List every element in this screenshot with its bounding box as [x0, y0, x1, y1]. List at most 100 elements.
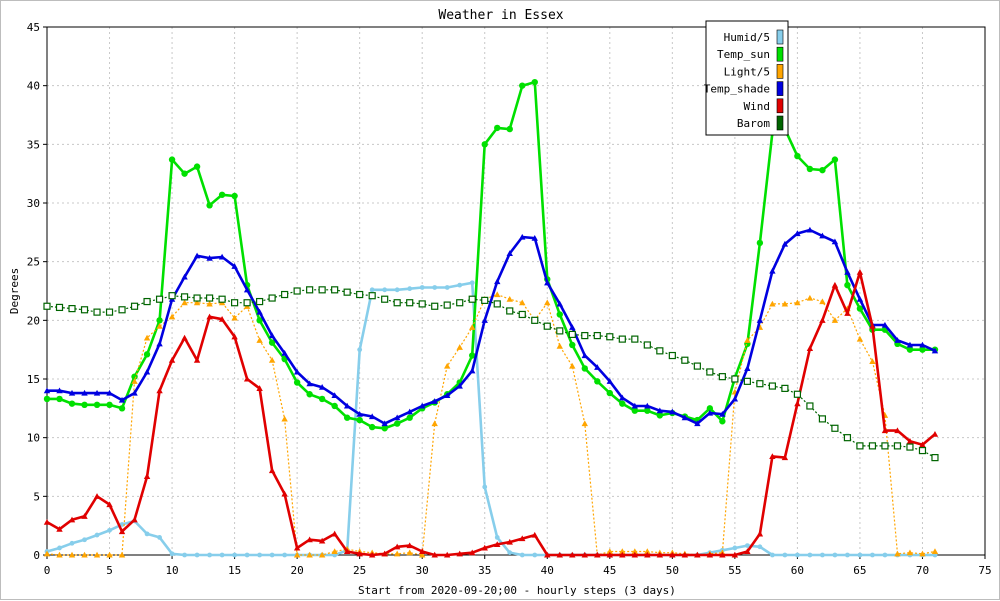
- data-point-temp-shade: [656, 407, 664, 414]
- data-point-wind: [794, 400, 801, 407]
- data-point-wind: [343, 548, 351, 555]
- data-point-barom: [468, 295, 476, 303]
- data-point-humid-5: [69, 540, 75, 546]
- y-tick-label: 45: [27, 21, 40, 34]
- data-point-wind: [381, 550, 388, 557]
- series-humid-5: [44, 280, 938, 558]
- data-point-barom: [631, 335, 639, 343]
- data-point-barom: [706, 368, 714, 376]
- data-point-temp-shade: [806, 226, 814, 233]
- data-point-temp-sun: [469, 352, 476, 359]
- data-point-humid-5: [882, 552, 888, 558]
- data-point-barom: [568, 330, 576, 339]
- data-point-temp-shade: [744, 365, 751, 371]
- data-point-temp-sun: [581, 365, 588, 372]
- data-point-temp-sun: [856, 305, 864, 312]
- data-point-temp-sun: [43, 395, 51, 403]
- data-point-temp-sun: [331, 402, 338, 410]
- data-point-light-5: [544, 299, 551, 306]
- data-point-wind: [494, 541, 501, 547]
- data-point-temp-shade: [856, 296, 864, 302]
- data-point-temp-shade: [481, 317, 488, 323]
- data-point-humid-5: [744, 543, 750, 549]
- legend-box: [705, 20, 789, 136]
- data-point-temp-sun: [381, 425, 388, 432]
- y-tick-label: 10: [27, 432, 40, 445]
- data-point-wind: [681, 551, 689, 558]
- data-point-wind: [844, 310, 851, 316]
- legend: Humid/5 Temp_sun Light/5 Temp_shade Wind Baro…: [704, 20, 789, 136]
- x-axis-label: Start from 2020-09-20;00 - hourly steps …: [358, 584, 676, 597]
- x-tick-label: 10: [165, 564, 178, 577]
- data-point-humid-5: [507, 550, 513, 556]
- data-point-light-5: [156, 323, 163, 329]
- data-point-temp-shade: [193, 252, 201, 259]
- data-point-barom: [130, 302, 139, 310]
- data-point-light-5: [143, 334, 151, 341]
- data-point-barom: [881, 442, 889, 450]
- data-point-barom: [381, 295, 389, 303]
- data-point-light-5: [168, 313, 176, 320]
- data-point-temp-shade: [919, 341, 926, 348]
- data-point-barom: [581, 331, 589, 340]
- data-point-light-5: [81, 551, 88, 558]
- data-point-barom: [256, 297, 264, 306]
- data-point-light-5: [431, 420, 438, 427]
- data-point-temp-sun: [318, 395, 326, 403]
- data-point-barom: [231, 299, 239, 307]
- data-point-temp-sun: [156, 317, 163, 324]
- data-point-temp-shade: [544, 279, 551, 286]
- data-point-temp-shade: [556, 300, 563, 307]
- data-point-temp-shade: [356, 411, 363, 417]
- data-point-temp-shade: [131, 389, 138, 396]
- series-wind: [43, 269, 939, 558]
- data-point-wind: [819, 317, 826, 323]
- data-point-temp-sun: [481, 141, 488, 148]
- data-point-wind: [506, 538, 513, 545]
- data-point-humid-5: [207, 552, 212, 558]
- data-point-barom: [806, 402, 814, 410]
- data-point-light-5: [744, 337, 751, 343]
- data-point-temp-sun: [556, 311, 563, 318]
- data-point-barom: [681, 356, 689, 364]
- data-point-barom: [205, 294, 214, 302]
- data-point-humid-5: [532, 552, 538, 558]
- data-point-humid-5: [194, 552, 200, 558]
- data-point-barom: [331, 286, 339, 294]
- data-point-barom: [180, 293, 189, 301]
- y-axis-label: Degrees: [8, 268, 21, 314]
- data-point-wind: [456, 550, 463, 557]
- data-point-wind: [856, 269, 864, 275]
- data-point-temp-sun: [193, 163, 201, 170]
- data-point-temp-sun: [118, 405, 126, 412]
- data-point-light-5: [581, 420, 588, 427]
- data-point-temp-sun: [81, 401, 88, 409]
- data-point-wind: [881, 427, 889, 434]
- data-point-temp-shade: [456, 382, 463, 389]
- data-point-light-5: [794, 299, 801, 306]
- data-point-barom: [731, 375, 739, 383]
- data-point-wind: [368, 551, 376, 558]
- data-point-humid-5: [469, 280, 475, 286]
- data-point-humid-5: [757, 544, 763, 550]
- series-line-wind: [46, 270, 936, 557]
- data-point-light-5: [819, 298, 826, 305]
- data-point-wind: [218, 315, 226, 322]
- data-point-barom: [306, 286, 314, 294]
- data-point-barom: [643, 341, 651, 349]
- data-point-wind: [581, 551, 588, 558]
- data-point-wind: [656, 551, 664, 558]
- legend-label-temp-sun: Temp_sun: [717, 48, 770, 61]
- data-point-wind: [731, 551, 739, 558]
- series-lines: [43, 78, 939, 558]
- data-point-temp-shade: [506, 250, 513, 257]
- data-point-barom: [456, 299, 464, 307]
- data-point-temp-shade: [68, 389, 76, 396]
- data-point-temp-shade: [581, 352, 588, 359]
- data-point-wind: [306, 536, 313, 543]
- data-point-light-5: [393, 550, 401, 557]
- data-point-barom: [356, 290, 364, 299]
- data-point-light-5: [644, 548, 651, 555]
- data-point-barom: [343, 288, 351, 296]
